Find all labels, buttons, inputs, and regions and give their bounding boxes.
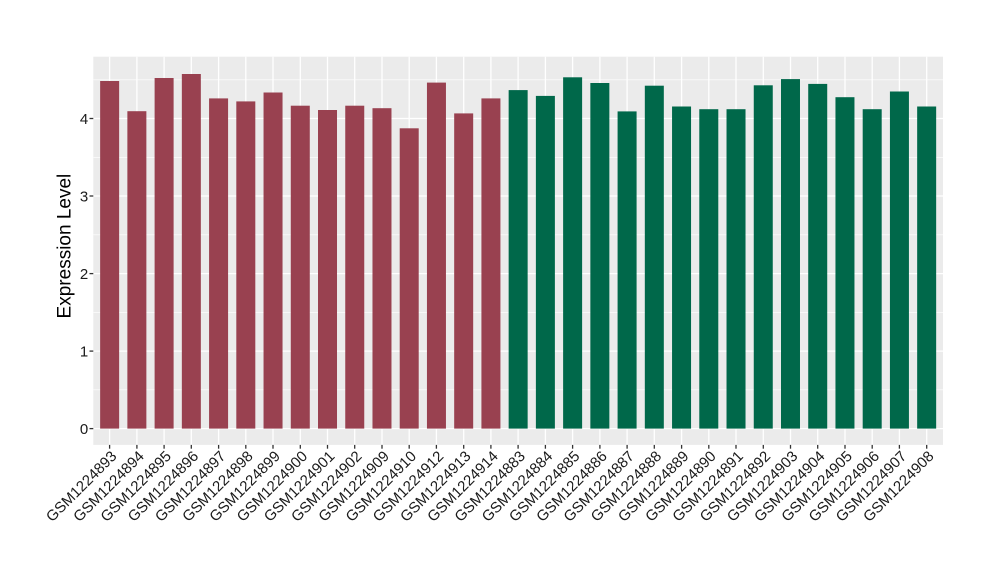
- svg-text:2: 2: [80, 266, 88, 283]
- svg-text:Expression Level: Expression Level: [55, 174, 76, 319]
- svg-text:3: 3: [80, 189, 88, 206]
- svg-text:4: 4: [80, 111, 88, 128]
- svg-text:0: 0: [80, 421, 88, 438]
- svg-text:1: 1: [80, 344, 88, 361]
